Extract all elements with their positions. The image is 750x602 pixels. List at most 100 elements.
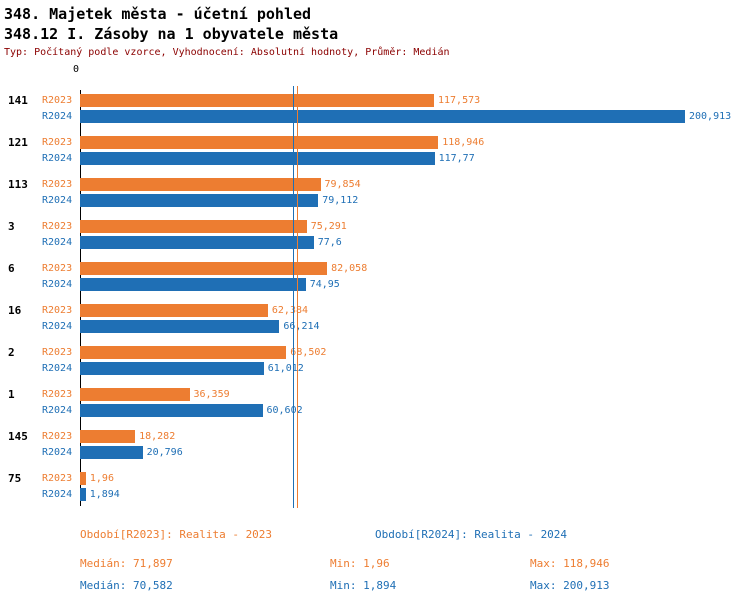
series-label: R2024 (42, 194, 73, 206)
bar-row: R2024 200,913 (0, 108, 750, 124)
series-label: R2024 (42, 110, 73, 122)
category-label: 113 (8, 177, 28, 191)
bar-r2024[interactable] (80, 445, 143, 459)
y-axis-line (80, 90, 81, 506)
bar-row: R2024 61,012 (0, 360, 750, 376)
series-label: R2023 (42, 220, 73, 232)
bar-row: 121 R2023 118,946 (0, 134, 750, 150)
stat-median-r2024: Medián: 70,582 (80, 579, 173, 592)
value-label: 117,77 (438, 152, 475, 164)
bar-track: 61,012 (80, 361, 750, 375)
bar-group: 6 R2023 82,058 R2024 74,95 (0, 260, 750, 302)
bar-row: 3 R2023 75,291 (0, 218, 750, 234)
bar-r2023[interactable] (80, 387, 190, 401)
value-label: 68,502 (290, 346, 327, 358)
category-label: 75 (8, 471, 22, 485)
bar-row: 6 R2023 82,058 (0, 260, 750, 276)
bar-track: 79,112 (80, 193, 750, 207)
series-label: R2023 (42, 136, 73, 148)
bar-r2023[interactable] (80, 429, 136, 443)
bar-r2024[interactable] (80, 277, 306, 291)
value-label: 66,214 (283, 320, 320, 332)
bar-row: R2024 77,6 (0, 234, 750, 250)
bar-row: R2024 60,602 (0, 402, 750, 418)
value-label: 79,112 (322, 194, 359, 206)
bar-chart: 141 R2023 117,573 R2024 200,913 121 R2023 118,9… (0, 84, 750, 510)
bar-row: 1 R2023 36,359 (0, 386, 750, 402)
bar-row: R2024 74,95 (0, 276, 750, 292)
value-label: 200,913 (689, 110, 732, 122)
bar-row: 2 R2023 68,502 (0, 344, 750, 360)
bar-group: 16 R2023 62,384 R2024 66,214 (0, 302, 750, 344)
category-label: 16 (8, 303, 22, 317)
value-label: 117,573 (438, 94, 481, 106)
page-title: 348. Majetek města - účetní pohled (4, 5, 312, 23)
bar-row: R2024 20,796 (0, 444, 750, 460)
bar-track: 118,946 (80, 135, 750, 149)
stat-median-r2023: Medián: 71,897 (80, 557, 173, 570)
series-label: R2024 (42, 488, 73, 500)
page-subtitle: 348.12 I. Zásoby na 1 obyvatele města (4, 25, 339, 43)
bar-track: 82,058 (80, 261, 750, 275)
series-label: R2023 (42, 346, 73, 358)
series-label: R2024 (42, 320, 73, 332)
bar-r2023[interactable] (80, 261, 328, 275)
series-label: R2023 (42, 388, 73, 400)
bar-row: R2024 79,112 (0, 192, 750, 208)
series-label: R2024 (42, 236, 73, 248)
category-label: 6 (8, 261, 15, 275)
bar-r2023[interactable] (80, 93, 434, 107)
bar-row: 113 R2023 79,854 (0, 176, 750, 192)
bar-r2024[interactable] (80, 193, 319, 207)
bar-r2023[interactable] (80, 177, 321, 191)
value-label: 77,6 (317, 236, 342, 248)
bar-group: 1 R2023 36,359 R2024 60,602 (0, 386, 750, 428)
series-label: R2023 (42, 304, 73, 316)
bar-r2023[interactable] (80, 345, 287, 359)
chart-header: 348. Majetek města - účetní pohled 348.1… (4, 4, 450, 58)
stat-max-r2024: Max: 200,913 (530, 579, 610, 592)
category-label: 145 (8, 429, 28, 443)
bar-track: 60,602 (80, 403, 750, 417)
bar-group: 3 R2023 75,291 R2024 77,6 (0, 218, 750, 260)
series-label: R2024 (42, 362, 73, 374)
bar-row: R2024 117,77 (0, 150, 750, 166)
bar-r2023[interactable] (80, 471, 86, 485)
series-label: R2023 (42, 178, 73, 190)
bar-row: 141 R2023 117,573 (0, 92, 750, 108)
series-label: R2024 (42, 446, 73, 458)
category-label: 2 (8, 345, 15, 359)
bar-r2023[interactable] (80, 135, 439, 149)
bar-r2024[interactable] (80, 151, 435, 165)
category-label: 141 (8, 93, 28, 107)
bar-group: 141 R2023 117,573 R2024 200,913 (0, 92, 750, 134)
value-label: 82,058 (331, 262, 368, 274)
category-label: 121 (8, 135, 28, 149)
bar-r2024[interactable] (80, 361, 264, 375)
bar-r2024[interactable] (80, 109, 685, 123)
value-label: 1,96 (89, 472, 114, 484)
bar-group: 113 R2023 79,854 R2024 79,112 (0, 176, 750, 218)
value-label: 18,282 (139, 430, 176, 442)
bar-r2024[interactable] (80, 319, 280, 333)
category-label: 1 (8, 387, 15, 401)
value-label: 36,359 (193, 388, 230, 400)
median-line-r2023 (296, 86, 298, 508)
value-label: 20,796 (146, 446, 183, 458)
stat-min-r2023: Min: 1,96 (330, 557, 390, 570)
value-label: 74,95 (309, 278, 340, 290)
chart-meta-info: Typ: Počítaný podle vzorce, Vyhodnocení:… (4, 47, 450, 58)
bar-r2023[interactable] (80, 303, 268, 317)
series-label: R2024 (42, 404, 73, 416)
bar-r2023[interactable] (80, 219, 307, 233)
bar-r2024[interactable] (80, 403, 263, 417)
bar-row: 145 R2023 18,282 (0, 428, 750, 444)
bar-track: 62,384 (80, 303, 750, 317)
series-label: R2023 (42, 430, 73, 442)
bar-group: 75 R2023 1,96 R2024 1,894 (0, 470, 750, 512)
bar-r2024[interactable] (80, 487, 86, 501)
bar-track: 200,913 (80, 109, 750, 123)
bar-r2024[interactable] (80, 235, 314, 249)
bar-row: R2024 66,214 (0, 318, 750, 334)
